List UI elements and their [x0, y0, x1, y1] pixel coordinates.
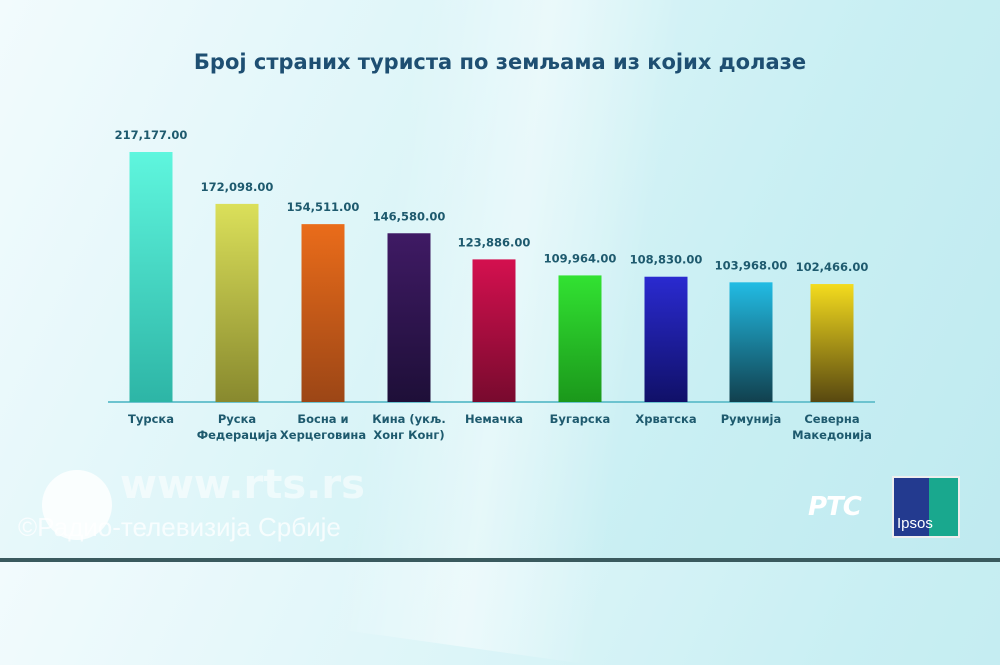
bar — [729, 282, 773, 402]
category-label: Бугарска — [550, 412, 611, 426]
data-label: 146,580.00 — [373, 209, 446, 223]
ipsos-logo: Ipsos — [892, 476, 960, 538]
bar — [387, 233, 431, 402]
data-label: 123,886.00 — [458, 235, 531, 249]
ipsos-logo-text: Ipsos — [897, 515, 933, 532]
data-label: 109,964.00 — [544, 251, 617, 265]
bar — [558, 275, 602, 402]
category-label: Кина (укљ. — [372, 412, 446, 426]
category-label: Немачка — [465, 412, 523, 426]
watermark-copyright: ©Радио-телевизија Србије — [18, 512, 341, 542]
watermark-logo — [42, 470, 112, 540]
bar — [472, 259, 516, 402]
data-label: 103,968.00 — [715, 258, 788, 272]
category-label: Македонија — [792, 428, 872, 442]
data-label: 172,098.00 — [201, 180, 274, 194]
data-label: 217,177.00 — [115, 128, 188, 142]
bar — [810, 284, 854, 402]
category-label: Босна и — [297, 412, 348, 426]
data-label: 154,511.00 — [287, 200, 360, 214]
bar — [301, 224, 345, 402]
watermark-url: www.rts.rs — [120, 462, 365, 508]
chart-title: Број страних туриста по земљама из којих… — [193, 50, 807, 74]
data-label: 102,466.00 — [796, 260, 869, 274]
category-label: Турска — [128, 412, 174, 426]
bar — [129, 152, 173, 402]
category-label: Руска — [218, 412, 256, 426]
bar — [215, 203, 259, 402]
data-label: 108,830.00 — [630, 253, 703, 267]
rts-logo: РТС — [808, 492, 862, 522]
bottom-border — [0, 558, 1000, 562]
category-label: Хрватска — [635, 412, 696, 426]
category-label: Северна — [804, 412, 859, 426]
category-label: Хонг Конг) — [373, 428, 444, 442]
category-label: Херцеговина — [280, 428, 366, 442]
category-label: Федерација — [197, 428, 278, 442]
bar-chart: 217,177.00 Турска 172,098.00 Руска Федерациј… — [108, 128, 875, 442]
bar — [644, 276, 688, 402]
category-label: Румунија — [721, 412, 782, 426]
